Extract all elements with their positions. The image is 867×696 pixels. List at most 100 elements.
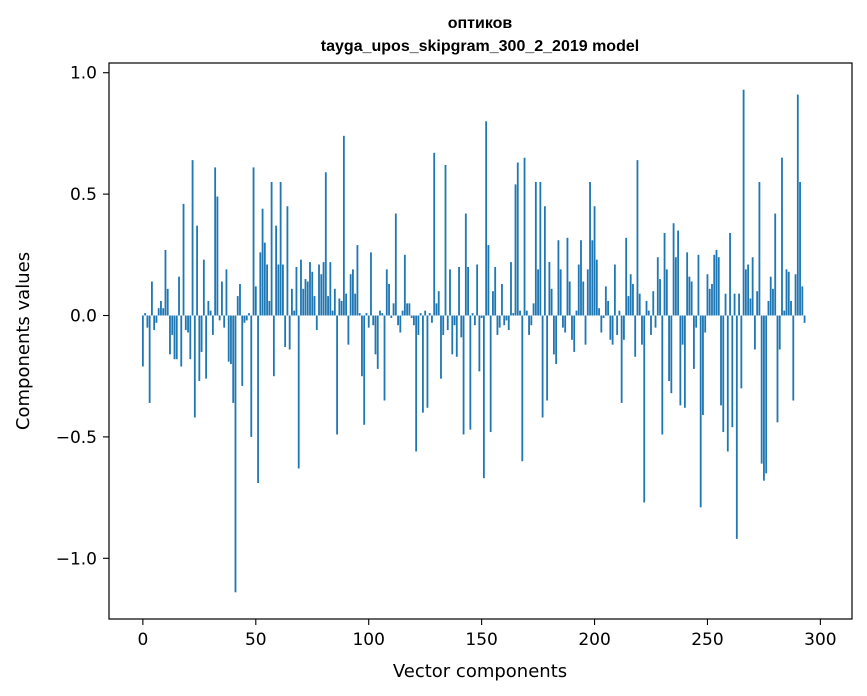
- bar: [683, 315, 686, 408]
- y-tick-label: −0.5: [56, 428, 97, 448]
- bar: [595, 259, 598, 316]
- bar: [309, 262, 311, 316]
- bar: [482, 315, 485, 479]
- bar: [480, 315, 483, 318]
- bar: [539, 181, 542, 316]
- bar: [144, 313, 147, 316]
- bar: [629, 274, 632, 316]
- bar: [354, 293, 357, 316]
- bar: [412, 315, 415, 326]
- bar: [607, 300, 609, 316]
- bar: [733, 293, 736, 316]
- bar: [564, 315, 567, 333]
- bar: [781, 157, 783, 316]
- bar: [297, 315, 300, 469]
- bar: [713, 254, 716, 316]
- bar: [279, 181, 282, 316]
- bar: [295, 266, 298, 316]
- bar: [399, 315, 402, 333]
- bar: [492, 291, 494, 316]
- bar: [166, 288, 169, 316]
- bar: [379, 310, 381, 316]
- bar: [293, 310, 296, 316]
- y-axis-label: Components values: [13, 252, 34, 430]
- bar: [543, 206, 546, 316]
- bar: [742, 89, 745, 316]
- bar: [600, 315, 603, 333]
- bar: [347, 315, 350, 345]
- bar: [214, 167, 217, 316]
- bar: [442, 315, 445, 335]
- bar: [548, 262, 551, 316]
- bar: [245, 315, 248, 321]
- y-tick-label: 1.0: [70, 64, 97, 84]
- bar: [385, 269, 388, 316]
- bar: [534, 181, 537, 316]
- bar: [656, 257, 659, 316]
- bar: [460, 315, 463, 338]
- chart-subtitle: tayga_upos_skipgram_300_2_2019 model: [321, 38, 639, 55]
- bar: [634, 315, 637, 357]
- x-tick-label: 100: [352, 630, 384, 650]
- y-tick-label: 0.5: [70, 185, 97, 205]
- bar: [478, 315, 481, 372]
- bar: [695, 315, 698, 328]
- bar: [674, 257, 677, 316]
- bar: [227, 315, 230, 362]
- bar: [769, 276, 772, 316]
- bar: [772, 288, 774, 316]
- bar: [422, 315, 424, 413]
- bar: [711, 283, 713, 316]
- bar: [464, 213, 467, 316]
- bar: [340, 300, 343, 316]
- bar: [363, 315, 366, 425]
- bar: [284, 315, 287, 348]
- bar: [494, 266, 497, 316]
- bar: [720, 315, 722, 406]
- bar: [650, 315, 652, 335]
- bar: [665, 269, 668, 316]
- bar: [358, 313, 361, 316]
- bar: [270, 181, 273, 316]
- bar: [627, 296, 630, 316]
- bar: [706, 274, 709, 316]
- bar: [763, 315, 765, 481]
- bar: [496, 315, 499, 335]
- bar: [367, 315, 370, 328]
- bar: [148, 315, 151, 403]
- bar: [449, 269, 451, 316]
- bar: [352, 269, 354, 316]
- bar: [250, 315, 253, 437]
- bar: [184, 315, 187, 331]
- bar: [327, 296, 329, 316]
- bar: [616, 315, 619, 335]
- bar: [365, 313, 368, 316]
- bar: [234, 315, 237, 593]
- bar: [562, 315, 564, 328]
- bar: [643, 315, 646, 503]
- bar: [388, 283, 390, 316]
- bar: [248, 313, 250, 316]
- bar: [473, 315, 476, 326]
- bar: [440, 315, 442, 379]
- x-tick-label: 0: [137, 630, 148, 650]
- bar: [731, 315, 734, 428]
- bar: [591, 240, 594, 316]
- bar: [525, 310, 528, 316]
- bar: [415, 315, 418, 452]
- bar: [557, 240, 560, 316]
- bar: [550, 288, 553, 316]
- bar: [521, 315, 524, 462]
- bar: [722, 315, 725, 433]
- bar: [546, 315, 549, 401]
- bar: [663, 232, 666, 316]
- bar: [221, 281, 223, 316]
- bar: [659, 279, 661, 316]
- bar: [277, 264, 280, 316]
- bar: [458, 266, 460, 316]
- bar: [647, 310, 650, 316]
- bar: [408, 303, 411, 316]
- bar: [604, 286, 607, 316]
- bar: [318, 264, 320, 316]
- bar: [431, 315, 433, 323]
